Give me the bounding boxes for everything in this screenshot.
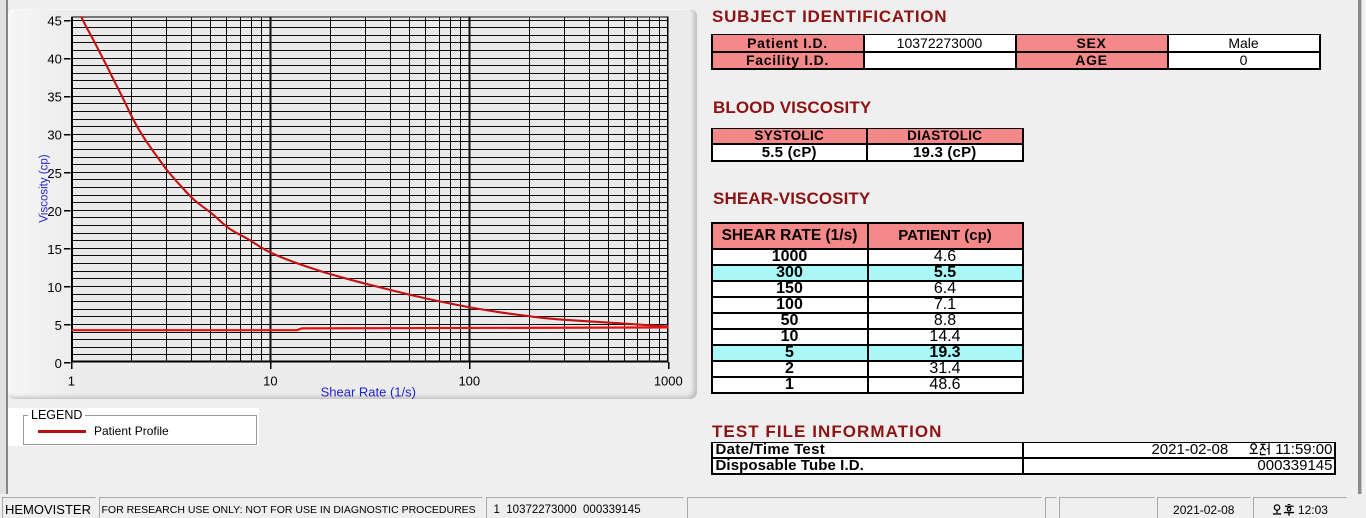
svg-text:15: 15 — [47, 242, 61, 257]
svg-text:40: 40 — [47, 52, 61, 67]
svg-text:25: 25 — [47, 166, 61, 181]
svg-text:1: 1 — [68, 374, 75, 389]
svg-text:5: 5 — [55, 318, 62, 333]
svg-text:35: 35 — [47, 90, 61, 105]
svg-text:10: 10 — [263, 374, 277, 389]
svg-text:30: 30 — [47, 128, 61, 143]
svg-text:Viscosity (cp): Viscosity (cp) — [38, 154, 50, 222]
svg-text:1000: 1000 — [654, 374, 683, 389]
svg-text:45: 45 — [47, 14, 61, 29]
svg-text:0: 0 — [55, 356, 62, 371]
svg-text:100: 100 — [458, 374, 480, 389]
svg-text:Shear Rate (1/s): Shear Rate (1/s) — [321, 385, 416, 400]
svg-text:20: 20 — [47, 204, 61, 219]
svg-text:10: 10 — [47, 280, 61, 295]
